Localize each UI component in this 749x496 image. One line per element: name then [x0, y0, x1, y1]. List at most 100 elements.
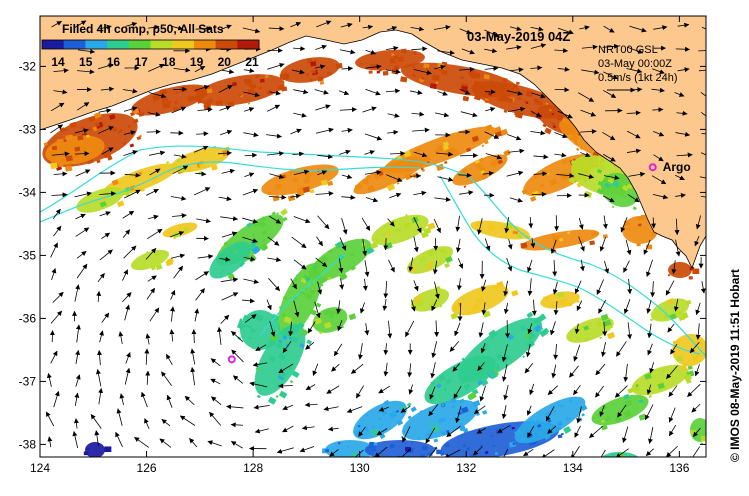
- sst-pixel: [492, 444, 496, 447]
- vector-arrow-icon: [484, 48, 498, 54]
- sst-pixel: [357, 424, 361, 428]
- vector-arrow-icon: [312, 363, 319, 376]
- vector-arrow-icon: [314, 301, 321, 319]
- sst-pixel: [419, 410, 423, 413]
- sst-pixel: [261, 245, 268, 251]
- vector-arrow-icon: [643, 239, 651, 255]
- sst-pixel: [443, 387, 448, 392]
- sst-pixel: [174, 100, 179, 105]
- vector-arrow-icon: [341, 174, 353, 180]
- vector-arrow-icon: [278, 363, 294, 374]
- vector-arrow-icon: [173, 67, 191, 73]
- y-tick-label: -37: [19, 374, 37, 388]
- sst-pixel: [502, 77, 508, 83]
- vector-arrow-icon: [484, 29, 500, 38]
- sst-pixel: [382, 70, 389, 76]
- sst-pixel: [439, 304, 443, 308]
- sst-pixel: [532, 190, 540, 198]
- vector-arrow-icon: [692, 427, 701, 437]
- vector-arrow-icon: [220, 216, 239, 222]
- vector-arrow-icon: [484, 89, 496, 95]
- vector-arrow-icon: [339, 278, 345, 290]
- sst-pixel: [64, 128, 69, 132]
- sst-pixel: [404, 172, 413, 181]
- vector-arrow-icon: [74, 191, 92, 198]
- vector-arrow-icon: [282, 404, 294, 410]
- sst-pixel: [666, 365, 670, 368]
- sst-pixel: [289, 380, 294, 384]
- sst-pixel: [551, 233, 555, 237]
- sst-pixel: [327, 249, 333, 254]
- vector-arrow-icon: [484, 238, 491, 251]
- vector-arrow-icon: [626, 68, 643, 74]
- vector-arrow-icon: [243, 68, 255, 74]
- vector-arrow-icon: [694, 235, 700, 247]
- sst-pixel: [415, 147, 421, 153]
- vector-arrow-icon: [627, 322, 633, 340]
- vector-arrow-icon: [527, 278, 533, 296]
- sst-pixel: [267, 191, 272, 195]
- sst-pixel: [496, 280, 504, 288]
- sst-pixel: [408, 222, 412, 225]
- sst-pixel: [386, 166, 393, 173]
- vector-arrow-icon: [701, 133, 706, 135]
- vector-arrow-icon: [197, 107, 213, 113]
- vector-arrow-icon: [282, 425, 294, 433]
- vector-arrow-icon: [434, 196, 451, 202]
- vector-arrow-icon: [509, 26, 522, 32]
- sst-pixel: [426, 265, 432, 271]
- sst-pixel: [252, 233, 256, 237]
- vector-arrow-icon: [305, 384, 316, 391]
- vector-arrow-icon: [77, 48, 96, 54]
- vector-arrow-icon: [675, 174, 685, 181]
- x-tick-label: 130: [350, 461, 370, 475]
- vector-arrow-icon: [169, 329, 175, 342]
- vector-arrow-icon: [501, 405, 507, 419]
- sst-pixel: [559, 298, 567, 306]
- sst-pixel: [305, 73, 309, 77]
- vector-arrow-icon: [45, 411, 55, 427]
- sst-pixel: [576, 300, 580, 303]
- vector-arrow-icon: [364, 133, 383, 141]
- sst-pixel: [335, 62, 343, 70]
- sst-pixel: [267, 341, 274, 347]
- vector-arrow-icon: [46, 372, 52, 387]
- sst-patch: [254, 321, 313, 405]
- colorbar-labels: 14 15 16 17 18 19 20 21: [51, 55, 259, 69]
- vector-arrow-icon: [146, 129, 161, 135]
- sst-pixel: [479, 444, 483, 447]
- vector-arrow-icon: [576, 300, 583, 311]
- sst-pixel: [623, 393, 630, 400]
- vector-arrow-icon: [700, 195, 706, 198]
- vector-arrow-icon: [361, 217, 371, 231]
- vector-arrow-icon: [340, 22, 353, 28]
- vector-arrow-icon: [651, 175, 667, 185]
- vector-arrow-icon: [457, 302, 463, 322]
- sst-pixel: [138, 111, 145, 117]
- vector-arrow-icon: [525, 344, 531, 358]
- sst-pixel: [708, 349, 714, 354]
- sst-pixel: [636, 465, 641, 469]
- vector-arrow-icon: [425, 427, 436, 444]
- colorbar-tick-label: 18: [162, 55, 176, 69]
- sst-pixel: [618, 453, 625, 457]
- vector-arrow-icon: [413, 190, 427, 196]
- sst-pixel: [127, 124, 132, 128]
- vector-arrow-icon: [530, 65, 543, 71]
- sst-pixel: [675, 355, 684, 362]
- sst-pixel: [633, 385, 641, 393]
- vector-arrow-icon: [149, 307, 160, 322]
- vector-arrow-icon: [317, 154, 334, 160]
- sst-pixel: [503, 109, 508, 113]
- sst-pixel: [466, 147, 472, 153]
- sst-pixel: [526, 311, 534, 319]
- vector-arrow-icon: [428, 404, 439, 417]
- vector-arrow-icon: [455, 215, 461, 232]
- sst-pixel: [488, 329, 497, 338]
- vector-arrow-icon: [652, 107, 664, 113]
- vector-arrow-icon: [171, 106, 187, 114]
- vector-arrow-icon: [52, 291, 64, 303]
- sst-pixel: [283, 316, 292, 324]
- vector-arrow-icon: [339, 49, 356, 55]
- vector-arrow-icon: [293, 89, 309, 95]
